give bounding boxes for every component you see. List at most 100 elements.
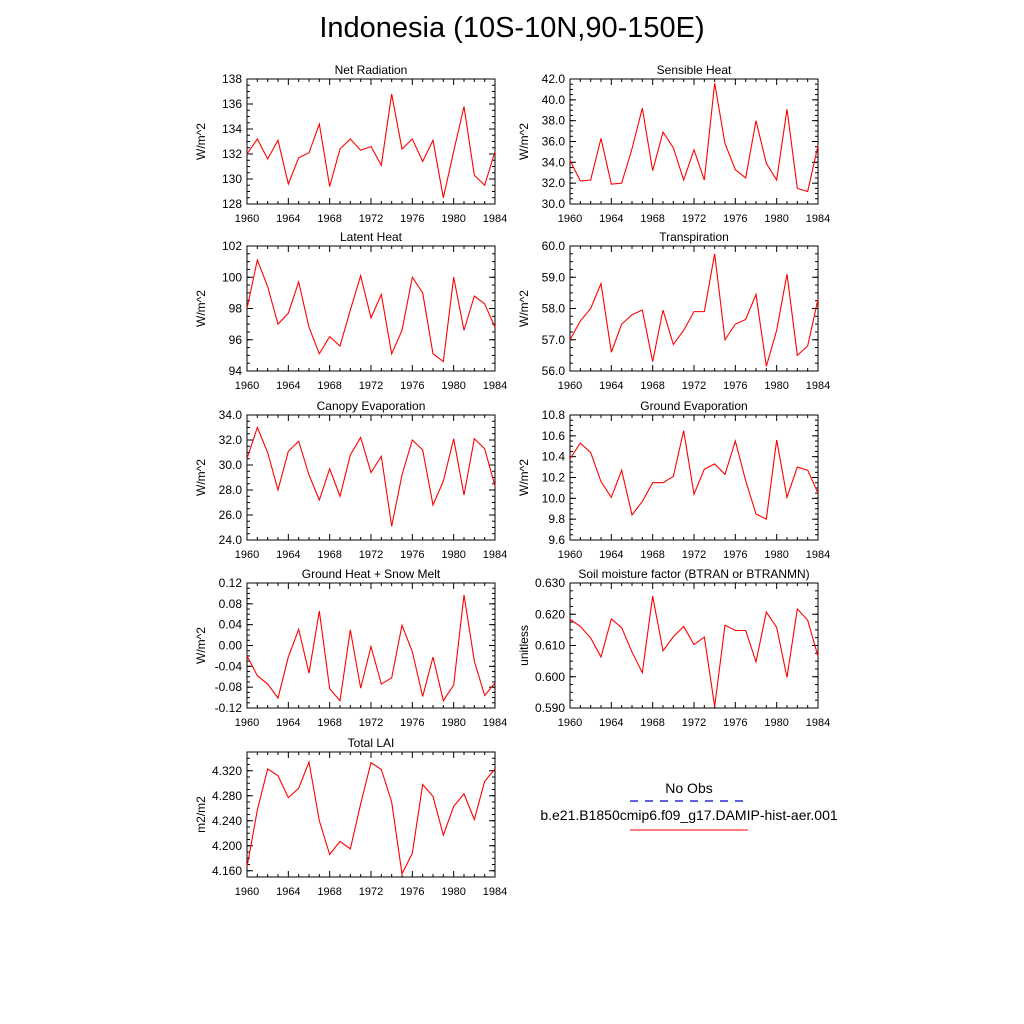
plot-frame xyxy=(246,414,496,541)
x-tick-label: 1972 xyxy=(359,213,383,225)
y-axis-label: unitless xyxy=(517,625,531,666)
panel-7: Ground Heat + Snow Melt W/m^2 1960 1964 1968… xyxy=(194,567,507,729)
y-tick-label: 9.8 xyxy=(548,512,565,526)
x-tick-label: 1976 xyxy=(400,213,424,225)
y-tick-label: 94 xyxy=(229,364,243,378)
y-tick-label: 30.0 xyxy=(542,197,566,211)
panel-title: Soil moisture factor (BTRAN or BTRANMN) xyxy=(578,567,809,581)
panel-title: Ground Evaporation xyxy=(640,399,747,413)
y-tick-label: 32.0 xyxy=(542,176,566,190)
legend-label-model: b.e21.B1850cmip6.f09_g17.DAMIP-hist-aer.… xyxy=(540,807,838,823)
panel-5: Canopy Evaporation W/m^2 1960 1964 1968 1972 1… xyxy=(194,399,507,561)
y-tick-label: 0.00 xyxy=(219,639,243,653)
y-tick-label: 0.620 xyxy=(535,607,565,621)
y-axis-label: W/m^2 xyxy=(517,123,531,160)
x-tick-label: 1980 xyxy=(764,717,788,729)
y-tick-label: 4.280 xyxy=(212,789,242,803)
x-tick-label: 1984 xyxy=(483,213,507,225)
panel-title: Net Radiation xyxy=(335,63,408,77)
y-tick-label: 0.600 xyxy=(535,670,565,684)
y-tick-label: 38.0 xyxy=(542,114,566,128)
y-tick-label: 4.160 xyxy=(212,864,242,878)
x-tick-label: 1976 xyxy=(723,380,747,392)
x-tick-label: 1964 xyxy=(276,549,300,561)
x-tick-label: 1980 xyxy=(441,886,465,898)
x-tick-label: 1984 xyxy=(483,886,507,898)
y-tick-label: 4.320 xyxy=(212,764,242,778)
x-tick-label: 1972 xyxy=(682,213,706,225)
x-tick-label: 1984 xyxy=(483,380,507,392)
panel-3: Latent Heat W/m^2 1960 1964 1968 1972 1976 1980… xyxy=(194,230,507,392)
x-tick-label: 1968 xyxy=(317,886,341,898)
y-tick-label: 138 xyxy=(222,72,242,86)
x-tick-label: 1980 xyxy=(764,213,788,225)
y-tick-label: 134 xyxy=(222,122,242,136)
x-tick-label: 1976 xyxy=(400,549,424,561)
panel-6: Ground Evaporation W/m^2 1960 1964 1968 1972 1… xyxy=(517,399,830,561)
legend-label-obs: No Obs xyxy=(665,780,712,796)
y-tick-label: 32.0 xyxy=(219,433,243,447)
y-tick-label: 40.0 xyxy=(542,93,566,107)
legend: No Obs b.e21.B1850cmip6.f09_g17.DAMIP-his… xyxy=(540,780,838,831)
y-tick-label: 136 xyxy=(222,97,242,111)
plot-frame xyxy=(246,78,496,205)
series-line-model xyxy=(569,83,819,193)
x-tick-label: 1980 xyxy=(441,213,465,225)
x-tick-label: 1976 xyxy=(400,380,424,392)
x-tick-label: 1972 xyxy=(359,380,383,392)
panel-title: Total LAI xyxy=(348,736,395,750)
x-tick-label: 1960 xyxy=(558,213,582,225)
x-tick-label: 1964 xyxy=(599,380,623,392)
y-tick-label: -0.04 xyxy=(215,659,243,673)
y-tick-label: 9.6 xyxy=(548,533,565,547)
x-tick-label: 1984 xyxy=(483,717,507,729)
y-tick-label: 56.0 xyxy=(542,364,566,378)
y-tick-label: 0.12 xyxy=(219,576,243,590)
x-tick-label: 1964 xyxy=(276,886,300,898)
y-tick-label: 0.08 xyxy=(219,597,243,611)
y-tick-label: 10.4 xyxy=(542,450,566,464)
x-tick-label: 1968 xyxy=(317,549,341,561)
x-tick-label: 1984 xyxy=(806,380,830,392)
y-tick-label: 57.0 xyxy=(542,333,566,347)
x-tick-label: 1960 xyxy=(558,549,582,561)
x-tick-label: 1968 xyxy=(317,717,341,729)
panel-2: Sensible Heat W/m^2 1960 1964 1968 1972 1976 19… xyxy=(517,63,830,225)
x-tick-label: 1980 xyxy=(441,717,465,729)
x-tick-label: 1968 xyxy=(317,380,341,392)
plot-frame xyxy=(246,751,496,878)
panel-title: Latent Heat xyxy=(340,230,403,244)
x-tick-label: 1960 xyxy=(558,717,582,729)
x-tick-label: 1980 xyxy=(441,549,465,561)
y-axis-label: W/m^2 xyxy=(194,290,208,327)
x-tick-label: 1984 xyxy=(806,549,830,561)
panel-title: Transpiration xyxy=(659,230,729,244)
y-tick-label: 10.0 xyxy=(542,491,566,505)
x-tick-label: 1964 xyxy=(276,717,300,729)
y-axis-label: W/m^2 xyxy=(194,627,208,664)
x-tick-label: 1984 xyxy=(806,213,830,225)
y-tick-label: 42.0 xyxy=(542,72,566,86)
page-title: Indonesia (10S-10N,90-150E) xyxy=(319,12,705,44)
y-tick-label: 30.0 xyxy=(219,458,243,472)
plot-frame xyxy=(246,245,496,372)
x-tick-label: 1960 xyxy=(235,886,259,898)
x-tick-label: 1968 xyxy=(640,380,664,392)
series-line-model xyxy=(569,430,819,521)
y-tick-label: 26.0 xyxy=(219,508,243,522)
y-tick-label: 34.0 xyxy=(219,408,243,422)
series-line-model xyxy=(569,596,819,707)
y-tick-label: 132 xyxy=(222,147,242,161)
panel-1: Net Radiation W/m^2 1960 1964 1968 1972 1976 19… xyxy=(194,63,507,225)
x-tick-label: 1972 xyxy=(359,549,383,561)
y-tick-label: 60.0 xyxy=(542,239,566,253)
panel-8: Soil moisture factor (BTRAN or BTRANMN) u… xyxy=(517,567,830,729)
x-tick-label: 1968 xyxy=(640,549,664,561)
y-tick-label: 102 xyxy=(222,239,242,253)
plot-frame xyxy=(569,414,819,541)
y-tick-label: 100 xyxy=(222,270,242,284)
panel-4: Transpiration W/m^2 1960 1964 1968 1972 1976 19… xyxy=(517,230,830,392)
x-tick-label: 1972 xyxy=(682,717,706,729)
y-tick-label: 0.630 xyxy=(535,576,565,590)
y-axis-label: W/m^2 xyxy=(194,123,208,160)
